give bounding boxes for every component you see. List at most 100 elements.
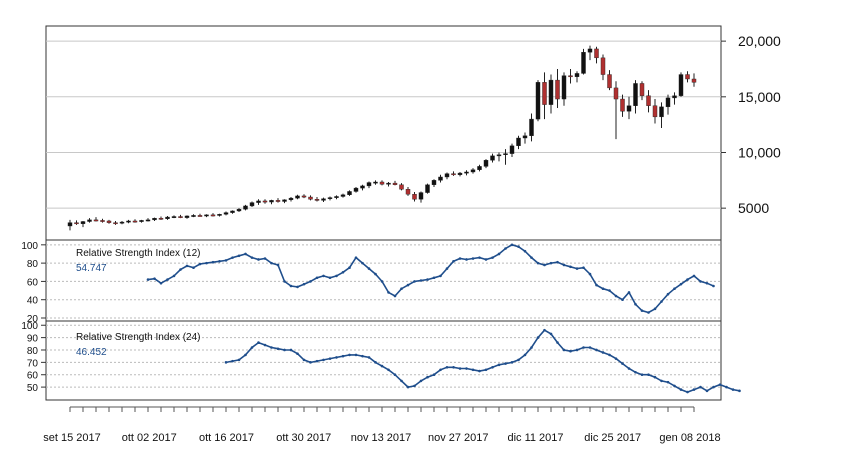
rsi24-point: [276, 347, 280, 351]
rsi12-point: [432, 276, 436, 280]
rsi24-point: [699, 385, 702, 389]
candle-body: [568, 75, 573, 78]
rsi12-y-tick-label: 20: [27, 314, 39, 325]
price-gridlines: [46, 40, 721, 209]
candle-body: [405, 189, 411, 195]
rsi24-point: [517, 358, 520, 362]
rsi24-point: [471, 368, 475, 372]
x-tick-label: gen 08 2018: [659, 432, 720, 444]
candle-body: [256, 200, 261, 203]
rsi12-point: [276, 263, 280, 267]
rsi12-point: [374, 272, 377, 276]
candle-body: [412, 194, 417, 200]
rsi12-point: [413, 280, 416, 283]
candle-body: [210, 214, 216, 217]
rsi24-point: [478, 369, 481, 373]
rsi24-point: [556, 341, 559, 344]
rsi24-point: [419, 379, 423, 383]
rsi24-point: [595, 348, 598, 352]
rsi24-point: [400, 379, 403, 383]
rsi12-point: [536, 261, 540, 265]
rsi24-point: [224, 361, 228, 364]
rsi12-point: [458, 257, 462, 260]
candle-body: [672, 95, 677, 99]
rsi12-point: [640, 309, 644, 312]
rsi12-point: [146, 278, 150, 281]
candle-body: [93, 219, 99, 222]
rsi24-point: [543, 328, 546, 332]
candle-body: [353, 187, 359, 192]
candle-body: [282, 199, 287, 202]
rsi12-point: [634, 302, 637, 306]
candle-body: [691, 78, 697, 83]
candle-body: [516, 137, 521, 147]
candle-body: [223, 212, 229, 215]
candle-body: [327, 197, 333, 199]
rsi12-point: [530, 256, 533, 259]
rsi24-point: [510, 361, 514, 364]
rsi24-y-tick-label: 100: [21, 321, 38, 332]
rsi24-point: [673, 384, 676, 388]
x-tick-label: nov 27 2017: [428, 432, 489, 444]
rsi24-point: [328, 357, 332, 360]
candle-body: [249, 202, 255, 207]
rsi12-point: [250, 256, 254, 259]
rsi24-point: [465, 367, 468, 370]
rsi24-point: [270, 346, 273, 349]
candle-body: [633, 83, 638, 106]
rsi24-point: [393, 373, 397, 377]
candle-body: [470, 169, 476, 173]
x-tick-label: ott 30 2017: [276, 432, 331, 444]
rsi12-point: [393, 294, 397, 298]
rsi24-point: [452, 366, 455, 369]
candle-body: [529, 118, 534, 136]
rsi12-point: [452, 259, 455, 263]
rsi12-point: [231, 256, 234, 259]
rsi24-point: [731, 388, 735, 391]
candle-body: [522, 135, 528, 139]
candle-body: [496, 154, 502, 157]
rsi24-point: [413, 384, 416, 388]
rsi12-point: [315, 276, 319, 280]
rsi12-point: [283, 280, 286, 283]
rsi24-point: [653, 375, 657, 379]
rsi12-point: [575, 267, 579, 270]
x-tick-label: dic 25 2017: [584, 432, 641, 444]
candle-body: [490, 155, 495, 161]
candle-body: [574, 73, 580, 77]
candle-body: [184, 215, 190, 218]
rsi12-point: [335, 274, 338, 278]
candle-body: [581, 52, 586, 74]
candle-body: [392, 182, 398, 185]
candle-body: [386, 182, 391, 185]
rsi24-point: [504, 362, 507, 365]
rsi12-point: [653, 307, 657, 311]
candle-body: [548, 79, 554, 105]
rsi24-point: [309, 361, 312, 364]
rsi24-point: [582, 346, 585, 349]
rsi12-point: [419, 279, 423, 282]
rsi24-point: [322, 358, 325, 362]
candle-body: [594, 48, 599, 59]
rsi12-line: [147, 243, 714, 314]
rsi24-point: [627, 367, 631, 370]
candle-body: [217, 214, 222, 216]
rsi24-point: [458, 367, 462, 370]
candle-body: [555, 79, 560, 100]
x-tick-label: dic 11 2017: [507, 432, 563, 444]
candle-body: [360, 185, 365, 189]
rsi12-point: [601, 287, 605, 291]
rsi24-point: [257, 341, 260, 344]
candle-body: [457, 172, 463, 175]
candle-body: [204, 214, 209, 217]
rsi12-point: [257, 258, 260, 261]
candle-body: [561, 75, 567, 100]
rsi24-point: [608, 353, 611, 357]
rsi24-point: [250, 346, 254, 349]
rsi12-point: [426, 278, 429, 281]
candle-body: [600, 57, 606, 75]
rsi12-point: [699, 280, 702, 283]
candle-body: [399, 184, 404, 190]
candle-body: [158, 217, 164, 220]
